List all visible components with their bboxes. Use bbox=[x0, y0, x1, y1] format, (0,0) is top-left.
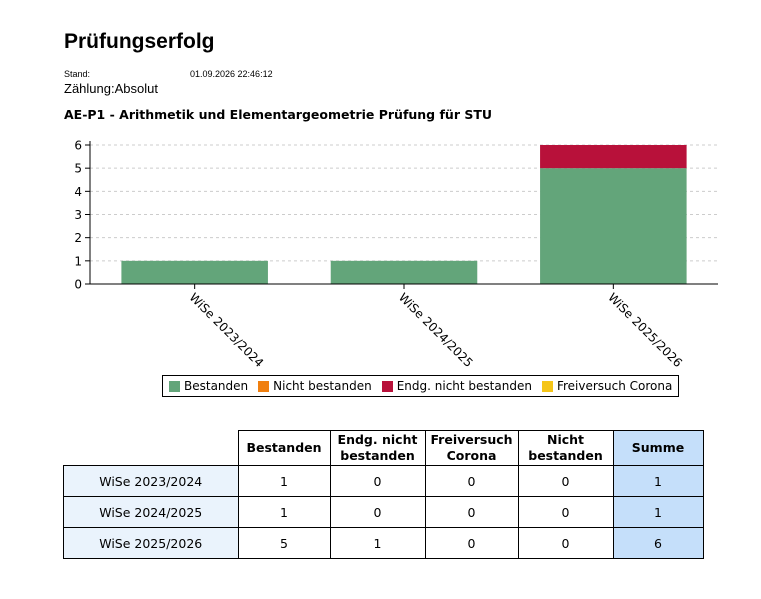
legend-label: Endg. nicht bestanden bbox=[396, 379, 532, 393]
row-header: WiSe 2023/2024 bbox=[63, 465, 239, 497]
table-row: WiSe 2024/2025 1 0 0 0 1 bbox=[63, 496, 704, 528]
y-tick-label: 5 bbox=[74, 162, 82, 176]
column-header: Endg. nicht bestanden bbox=[329, 430, 426, 466]
y-tick-label: 6 bbox=[74, 139, 82, 153]
sum-cell: 1 bbox=[612, 465, 704, 497]
legend-item: Bestanden bbox=[169, 379, 248, 393]
legend-item: Freiversuch Corona bbox=[541, 379, 673, 393]
page-title: Prüfungserfolg bbox=[64, 30, 215, 53]
y-tick-label: 4 bbox=[74, 185, 82, 199]
legend-label: Nicht bestanden bbox=[273, 379, 372, 393]
legend-swatch bbox=[258, 380, 270, 392]
stacked-bar-chart: 0 1 2 3 4 5 6 WiSe 2023/2024 WiSe 2024/2025 WiSe … bbox=[74, 139, 718, 370]
x-tick-label: WiSe 2023/2024 bbox=[187, 290, 267, 370]
table-cell: 1 bbox=[329, 527, 426, 559]
column-header: Summe bbox=[612, 430, 704, 466]
table-cell: 0 bbox=[517, 465, 614, 497]
bar-bestanden bbox=[330, 260, 478, 284]
stand-timestamp: 01.09.2026 22:46:12 bbox=[190, 69, 273, 79]
count-mode: Zählung:Absolut bbox=[64, 81, 158, 96]
results-table: Bestanden Endg. nicht bestanden Freiversuc… bbox=[63, 430, 704, 559]
row-header: WiSe 2025/2026 bbox=[63, 527, 239, 559]
table-cell: 0 bbox=[424, 465, 519, 497]
legend-label: Freiversuch Corona bbox=[556, 379, 673, 393]
y-tick-label: 1 bbox=[74, 254, 82, 268]
bar-endg-nicht-bestanden bbox=[540, 145, 687, 169]
table-row: WiSe 2023/2024 1 0 0 0 1 bbox=[63, 465, 704, 497]
bar-bestanden bbox=[540, 168, 687, 284]
table-row: WiSe 2025/2026 5 1 0 0 6 bbox=[63, 527, 704, 559]
stand-label: Stand: bbox=[64, 69, 91, 79]
x-tick-label: WiSe 2025/2026 bbox=[605, 290, 685, 370]
chart-legend: Bestanden Nicht bestanden Endg. nicht best… bbox=[162, 375, 680, 397]
column-header: Freiversuch Corona bbox=[424, 430, 519, 466]
table-cell: 5 bbox=[237, 527, 331, 559]
y-tick-label: 2 bbox=[74, 231, 82, 245]
column-header: Bestanden bbox=[237, 430, 331, 466]
legend-swatch bbox=[541, 380, 553, 392]
legend-item: Endg. nicht bestanden bbox=[381, 379, 532, 393]
x-tick-label: WiSe 2024/2025 bbox=[396, 290, 476, 370]
y-tick-label: 3 bbox=[74, 208, 82, 222]
column-header: Nicht bestanden bbox=[517, 430, 614, 466]
table-cell: 0 bbox=[424, 496, 519, 528]
table-cell: 0 bbox=[329, 496, 426, 528]
table-cell: 0 bbox=[517, 496, 614, 528]
legend-item: Nicht bestanden bbox=[258, 379, 372, 393]
sum-cell: 6 bbox=[612, 527, 704, 559]
chart-title: AE-P1 - Arithmetik und Elementargeometri… bbox=[64, 107, 493, 122]
table-cell: 0 bbox=[329, 465, 426, 497]
y-tick-label: 0 bbox=[74, 278, 82, 292]
legend-swatch bbox=[381, 380, 393, 392]
table-header-row: Bestanden Endg. nicht bestanden Freiversuc… bbox=[64, 430, 704, 466]
table-cell: 1 bbox=[237, 496, 331, 528]
table-corner bbox=[64, 431, 239, 466]
legend-label: Bestanden bbox=[184, 379, 249, 393]
bar-bestanden bbox=[121, 260, 268, 284]
table-cell: 0 bbox=[517, 527, 614, 559]
row-header: WiSe 2024/2025 bbox=[63, 496, 239, 528]
table-cell: 1 bbox=[237, 465, 331, 497]
table-cell: 0 bbox=[424, 527, 519, 559]
sum-cell: 1 bbox=[612, 496, 704, 528]
legend-swatch bbox=[169, 380, 180, 392]
